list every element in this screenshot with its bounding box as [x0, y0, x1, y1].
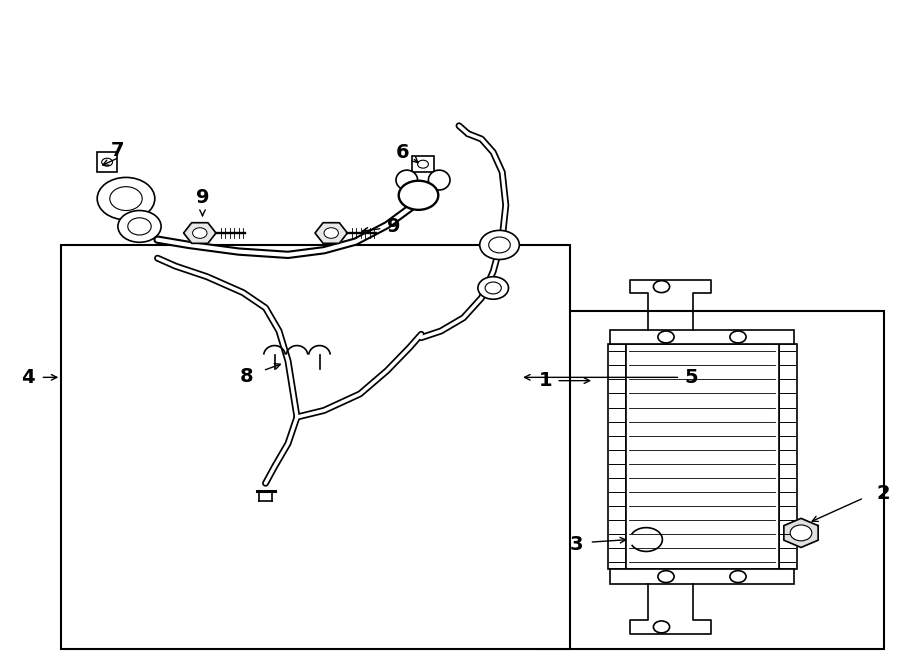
Ellipse shape — [428, 170, 450, 190]
Circle shape — [653, 281, 670, 293]
Circle shape — [730, 571, 746, 583]
Polygon shape — [315, 222, 347, 244]
Bar — [608, 344, 625, 569]
Circle shape — [324, 228, 338, 238]
Circle shape — [399, 181, 438, 210]
Text: 1: 1 — [539, 371, 553, 390]
Circle shape — [653, 621, 670, 633]
Circle shape — [110, 187, 142, 211]
Text: 2: 2 — [877, 484, 890, 502]
Text: 8: 8 — [240, 367, 254, 385]
Bar — [610, 569, 794, 584]
Bar — [778, 344, 796, 569]
Polygon shape — [184, 222, 216, 244]
Text: 4: 4 — [21, 368, 34, 387]
Text: 9: 9 — [196, 187, 209, 207]
Circle shape — [480, 230, 519, 260]
Circle shape — [128, 218, 151, 235]
Bar — [537, 311, 884, 649]
Circle shape — [193, 228, 207, 238]
Ellipse shape — [396, 170, 418, 190]
Circle shape — [102, 158, 112, 166]
Text: 6: 6 — [396, 143, 410, 162]
Circle shape — [489, 237, 510, 253]
Bar — [97, 152, 117, 172]
Bar — [610, 330, 794, 344]
Text: 3: 3 — [570, 535, 583, 553]
Bar — [61, 245, 570, 649]
Circle shape — [418, 160, 428, 168]
Text: 5: 5 — [684, 368, 698, 387]
Bar — [626, 344, 778, 569]
Circle shape — [658, 571, 674, 583]
Circle shape — [658, 331, 674, 343]
Circle shape — [485, 282, 501, 294]
Text: 9: 9 — [387, 217, 400, 236]
Text: 7: 7 — [111, 142, 124, 160]
Bar — [412, 156, 434, 172]
Circle shape — [730, 331, 746, 343]
Polygon shape — [784, 518, 818, 547]
Circle shape — [478, 277, 508, 299]
Circle shape — [118, 211, 161, 242]
Circle shape — [97, 177, 155, 220]
Circle shape — [790, 525, 812, 541]
